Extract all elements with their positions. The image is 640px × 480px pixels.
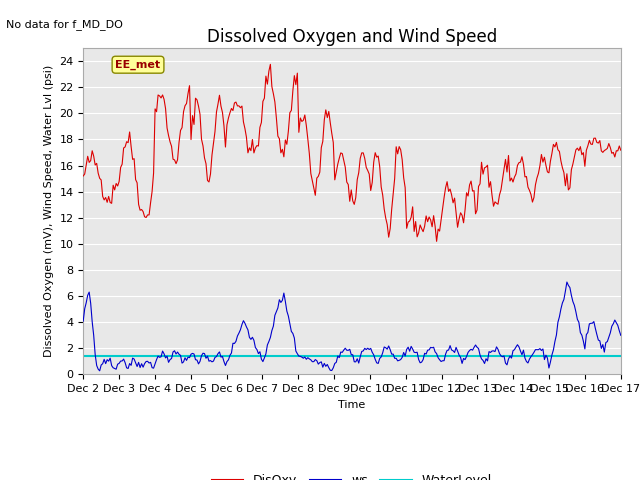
Text: EE_met: EE_met — [115, 60, 161, 70]
X-axis label: Time: Time — [339, 400, 365, 409]
Text: No data for f_MD_DO: No data for f_MD_DO — [6, 19, 124, 30]
Legend: DisOxy, ws, WaterLevel: DisOxy, ws, WaterLevel — [207, 469, 497, 480]
Title: Dissolved Oxygen and Wind Speed: Dissolved Oxygen and Wind Speed — [207, 28, 497, 47]
Y-axis label: Dissolved Oxygen (mV), Wind Speed, Water Lvl (psi): Dissolved Oxygen (mV), Wind Speed, Water… — [44, 65, 54, 357]
